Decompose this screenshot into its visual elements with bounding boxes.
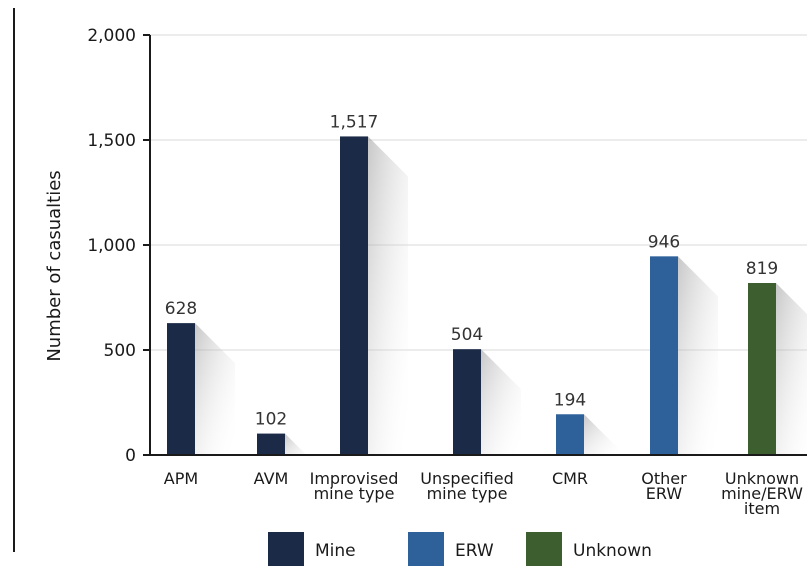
bar bbox=[453, 349, 481, 455]
bar bbox=[340, 136, 368, 455]
data-label: 819 bbox=[746, 259, 778, 279]
y-tick-label: 500 bbox=[104, 341, 136, 361]
bar bbox=[556, 414, 584, 455]
bar-shadow bbox=[195, 323, 235, 455]
legend-label: Mine bbox=[315, 541, 356, 561]
data-label: 628 bbox=[165, 299, 197, 319]
bar bbox=[748, 283, 776, 455]
data-label: 102 bbox=[255, 410, 287, 430]
x-tick-label: ERW bbox=[646, 484, 683, 503]
x-tick-label: item bbox=[744, 499, 780, 518]
x-tick-label: CMR bbox=[552, 469, 588, 488]
x-tick-label: Other bbox=[641, 469, 687, 488]
data-label: 504 bbox=[451, 325, 483, 345]
legend-swatch bbox=[408, 532, 444, 566]
x-tick-label: APM bbox=[164, 469, 198, 488]
x-tick-label: mine type bbox=[427, 484, 508, 503]
y-tick-label: 1,000 bbox=[87, 236, 136, 256]
bar-shadow bbox=[584, 414, 624, 455]
bar-shadow bbox=[481, 349, 521, 455]
data-label: 1,517 bbox=[330, 112, 379, 132]
y-axis-title: Number of casualties bbox=[44, 170, 65, 361]
y-tick-label: 2,000 bbox=[87, 26, 136, 46]
bar-shadow bbox=[776, 283, 807, 455]
x-tick-label: mine/ERW bbox=[721, 484, 803, 503]
legend-label: Unknown bbox=[573, 541, 652, 561]
bar-shadow bbox=[285, 433, 315, 463]
bar-shadow bbox=[368, 136, 408, 455]
x-tick-label: mine type bbox=[314, 484, 395, 503]
x-tick-label: Unknown bbox=[725, 469, 799, 488]
x-tick-label: Unspecified bbox=[420, 469, 514, 488]
bar bbox=[167, 323, 195, 455]
y-tick-label: 0 bbox=[125, 446, 136, 466]
x-tick-label: Improvised bbox=[310, 469, 399, 488]
y-tick-label: 1,500 bbox=[87, 131, 136, 151]
legend-swatch bbox=[526, 532, 562, 566]
bar-shadow bbox=[678, 256, 718, 455]
data-label: 194 bbox=[554, 390, 586, 410]
x-tick-label: AVM bbox=[254, 469, 289, 488]
bar bbox=[257, 433, 285, 455]
data-label: 946 bbox=[648, 232, 680, 252]
legend-swatch bbox=[268, 532, 304, 566]
legend-label: ERW bbox=[455, 541, 494, 561]
bar bbox=[650, 256, 678, 455]
